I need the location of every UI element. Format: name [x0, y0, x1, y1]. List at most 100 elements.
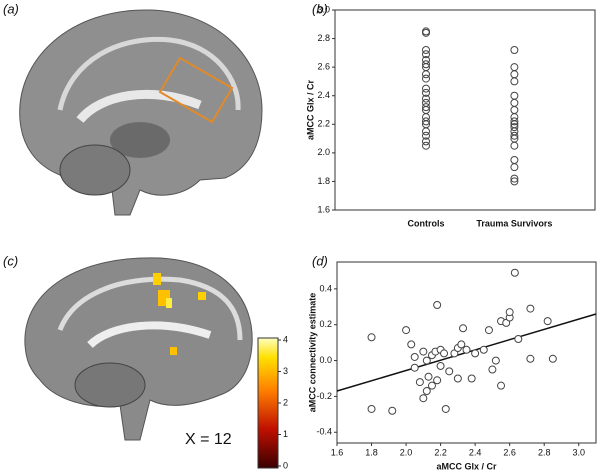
- data-point: [510, 91, 519, 100]
- y-tick-label: 2.6: [317, 62, 330, 72]
- data-point: [419, 347, 428, 356]
- data-point: [510, 46, 519, 54]
- x-tick-label: 1.8: [365, 447, 378, 457]
- colorbar-tick-label: 0: [283, 460, 288, 470]
- x-tick-label: 2.8: [538, 447, 551, 457]
- data-point: [491, 356, 500, 365]
- data-point: [436, 361, 445, 370]
- colorbar-tick-label: 1: [283, 429, 288, 439]
- data-point: [526, 304, 535, 313]
- plot-frame: [336, 261, 597, 444]
- data-point: [388, 406, 397, 415]
- x-tick-label: 2.6: [503, 447, 516, 457]
- data-point: [497, 381, 506, 390]
- data-point: [467, 374, 476, 383]
- data-point: [462, 345, 471, 354]
- y-tick-label: 0.0: [319, 355, 332, 365]
- x-tick-label: 2.0: [400, 447, 413, 457]
- data-point: [510, 98, 519, 107]
- colorbar-tick-label: 4: [283, 334, 288, 344]
- data-point: [510, 131, 519, 140]
- x-axis-label: aMCC Glx / Cr: [436, 461, 497, 471]
- x-tick-label: 3.0: [572, 447, 585, 457]
- data-point: [422, 103, 430, 112]
- data-point: [510, 177, 519, 186]
- y-axis-label: aMCC Glx / Cr: [305, 79, 315, 140]
- x-tick-label: 2.2: [434, 447, 447, 457]
- y-tick-label: 2.4: [317, 90, 330, 100]
- data-point: [510, 163, 519, 172]
- data-point: [422, 141, 430, 150]
- data-point: [510, 106, 519, 114]
- data-point: [367, 333, 376, 342]
- panel-label: (a): [3, 1, 19, 16]
- panel-label: (b): [312, 1, 328, 16]
- y-tick-label: 2.0: [317, 147, 330, 157]
- colorbar-tick-label: 3: [283, 366, 288, 376]
- y-tick-label: 0.2: [319, 319, 332, 329]
- data-point: [479, 345, 488, 354]
- data-point: [471, 349, 480, 358]
- y-tick-label: 3.0: [317, 4, 330, 14]
- data-point: [422, 137, 430, 146]
- data-point: [510, 141, 519, 150]
- data-point: [415, 378, 424, 387]
- y-tick-label: 0.4: [319, 283, 332, 293]
- data-point: [488, 365, 497, 374]
- data-point: [422, 50, 430, 59]
- x-tick-label: 1.6: [331, 447, 344, 457]
- data-point: [422, 88, 430, 97]
- panel-label: (c): [3, 253, 18, 268]
- data-point: [459, 324, 468, 333]
- data-point: [457, 340, 466, 349]
- data-point: [367, 404, 376, 413]
- data-point: [548, 354, 557, 363]
- data-point: [422, 387, 431, 396]
- data-point: [510, 174, 519, 183]
- data-point: [510, 63, 519, 72]
- panel-label: (d): [312, 253, 328, 268]
- data-point: [427, 381, 436, 390]
- data-point: [424, 372, 433, 381]
- data-point: [453, 374, 462, 383]
- data-point: [422, 70, 430, 79]
- data-point: [510, 156, 519, 164]
- plot-frame: [334, 9, 596, 211]
- data-point: [402, 326, 411, 335]
- data-point: [484, 326, 493, 335]
- data-point: [422, 117, 430, 126]
- data-point: [505, 308, 514, 317]
- data-point: [419, 394, 428, 403]
- data-point: [422, 60, 430, 69]
- x-tick-label: Controls: [408, 218, 445, 228]
- brain-image-a: [19, 9, 263, 216]
- x-tick-label: 2.4: [469, 447, 482, 457]
- y-tick-label: 2.2: [317, 119, 330, 129]
- x-tick-label: Trauma Survivors: [476, 218, 552, 228]
- y-tick-label: -0.4: [316, 427, 332, 437]
- data-point: [526, 354, 535, 363]
- data-point: [407, 340, 416, 349]
- data-point: [422, 84, 430, 93]
- data-point: [510, 117, 519, 126]
- data-point: [433, 376, 442, 385]
- data-point: [445, 367, 454, 376]
- data-point: [422, 127, 430, 136]
- y-tick-label: -0.2: [316, 391, 332, 401]
- colorbar-tick-label: 2: [283, 397, 288, 407]
- data-point: [422, 356, 431, 365]
- data-point: [422, 94, 430, 103]
- data-point: [422, 28, 430, 37]
- data-point: [410, 363, 419, 372]
- data-point: [514, 335, 523, 344]
- data-point: [422, 46, 430, 54]
- brain-image-c: [24, 257, 253, 441]
- y-tick-label: 2.8: [317, 33, 330, 43]
- data-point: [422, 74, 430, 83]
- colorbar: [257, 337, 279, 469]
- y-axis-label: aMCC connectivity estimate: [307, 293, 317, 413]
- data-point: [510, 268, 519, 277]
- data-point: [543, 317, 552, 326]
- data-point: [510, 123, 519, 132]
